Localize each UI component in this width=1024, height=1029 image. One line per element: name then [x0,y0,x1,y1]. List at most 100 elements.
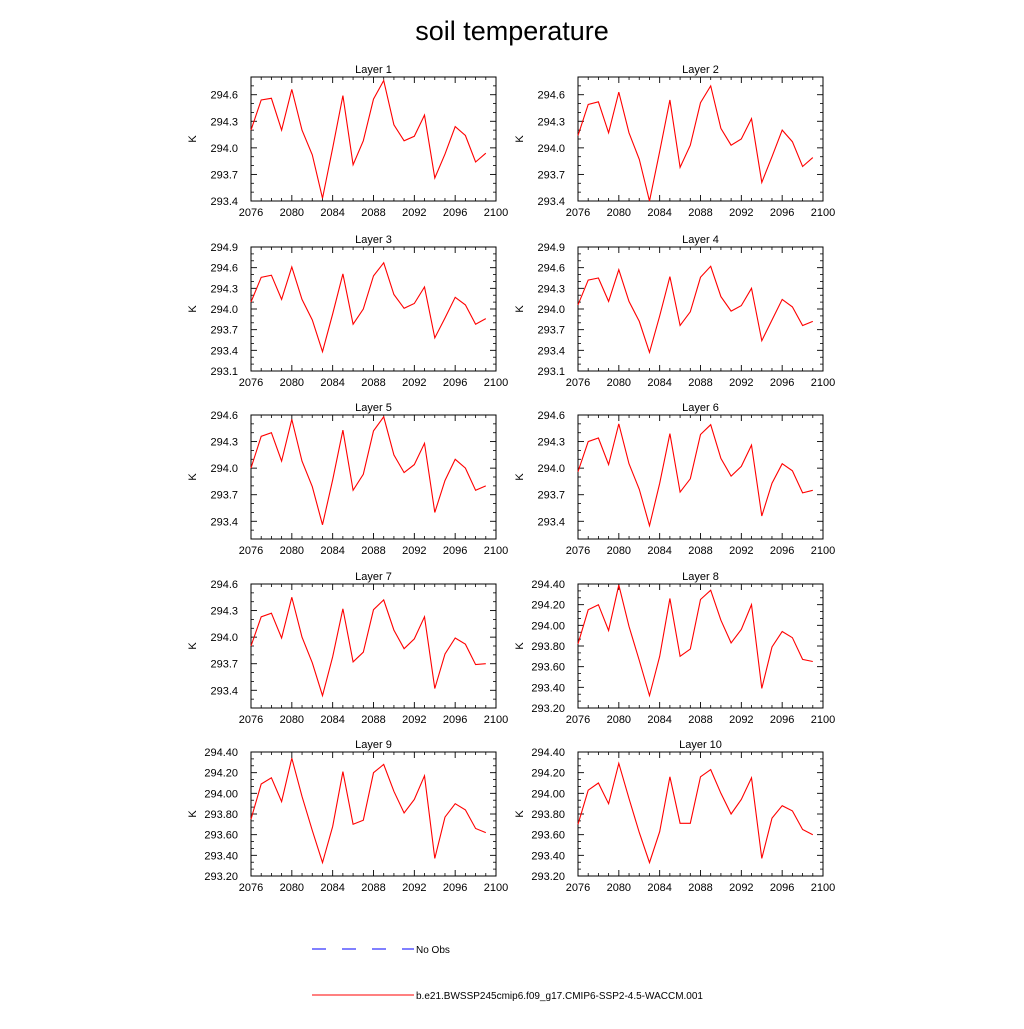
x-tick-label: 2080 [607,882,631,894]
series-line [577,84,814,202]
y-axis-label: K [187,473,199,481]
x-tick-label: 2084 [647,545,671,557]
plot-frame [250,751,497,877]
x-tick-label: 2092 [729,882,753,894]
y-tick-label: 293.4 [210,345,238,357]
y-axis-label: K [187,135,199,143]
x-tick-label: 2076 [239,545,263,557]
x-tick-label: 2080 [607,545,631,557]
y-tick-label: 293.20 [531,703,565,715]
x-tick-label: 2100 [811,882,835,894]
y-tick-label: 293.4 [210,685,238,697]
y-tick-label: 293.80 [531,809,565,821]
y-axis-label: K [187,810,199,818]
y-tick-label: 294.3 [210,116,238,128]
x-tick-label: 2076 [566,377,590,389]
y-tick-label: 293.7 [537,169,565,181]
x-tick-label: 2096 [443,545,467,557]
y-tick-label: 293.7 [537,490,565,502]
x-tick-label: 2100 [484,714,508,726]
x-tick-label: 2096 [443,207,467,219]
x-tick-label: 2092 [402,207,426,219]
x-tick-label: 2076 [566,545,590,557]
panel-title: Layer 6 [682,402,719,414]
x-tick-label: 2100 [484,545,508,557]
x-tick-label: 2080 [280,545,304,557]
y-tick-label: 294.6 [537,90,565,102]
y-tick-label: 294.40 [204,747,238,759]
y-tick-label: 293.7 [210,325,238,337]
y-tick-label: 293.20 [204,871,238,883]
panel-layer-10: Layer 10 K 2076 2080 2084 2088 2092 2096 2100 293… [514,739,835,894]
x-tick-label: 2084 [647,207,671,219]
x-tick-label: 2088 [361,882,385,894]
y-tick-label: 293.1 [210,366,238,378]
x-tick-label: 2080 [280,882,304,894]
plot-frame [577,414,824,540]
x-tick-label: 2092 [402,714,426,726]
y-tick-label: 294.6 [537,410,565,422]
x-tick-label: 2100 [484,207,508,219]
x-tick-label: 2096 [770,545,794,557]
x-tick-label: 2080 [280,207,304,219]
y-tick-label: 294.00 [204,788,238,800]
panel-title: Layer 2 [682,64,719,76]
y-tick-label: 294.3 [537,283,565,295]
panel-title: Layer 3 [355,234,392,246]
series-line [577,265,814,355]
y-tick-label: 294.9 [537,242,565,254]
plot-frame [577,246,824,372]
y-axis-label: K [187,642,199,650]
panel-layer-8: Layer 8 K 2076 2080 2084 2088 2092 2096 2100 293.… [514,571,835,726]
plot-frame [250,246,497,372]
y-tick-label: 294.3 [537,116,565,128]
legend: No Obs b.e21.BWSSP245cmip6.f09_g17.CMIP6… [312,945,703,1002]
x-tick-label: 2076 [566,714,590,726]
x-tick-label: 2100 [484,377,508,389]
x-tick-label: 2092 [729,545,753,557]
x-tick-label: 2088 [688,377,712,389]
x-tick-label: 2088 [688,882,712,894]
y-tick-label: 294.20 [531,600,565,612]
series-line [250,261,487,354]
panel-layer-5: Layer 5 K 2076 2080 2084 2088 2092 2096 2100 293.… [187,402,508,557]
y-tick-label: 294.6 [210,579,238,591]
x-tick-label: 2096 [443,377,467,389]
y-tick-label: 294.00 [531,620,565,632]
x-tick-label: 2096 [770,377,794,389]
y-tick-label: 293.4 [210,516,238,528]
series-line [577,584,813,698]
y-axis-label: K [514,473,526,481]
y-tick-label: 294.6 [210,410,238,422]
x-tick-label: 2088 [361,207,385,219]
x-tick-label: 2084 [320,377,344,389]
y-axis-label: K [514,810,526,818]
y-tick-label: 294.9 [210,242,238,254]
x-tick-label: 2092 [729,714,753,726]
y-tick-label: 294.6 [537,263,565,275]
y-tick-label: 294.0 [537,143,565,155]
x-tick-label: 2084 [320,882,344,894]
x-tick-label: 2084 [647,714,671,726]
y-tick-label: 294.3 [210,437,238,449]
panel-title: Layer 7 [355,571,392,583]
y-tick-label: 294.0 [537,463,565,475]
panel-title: Layer 5 [355,402,392,414]
x-tick-label: 2092 [402,377,426,389]
y-tick-label: 294.6 [210,90,238,102]
x-tick-label: 2096 [770,207,794,219]
panel-layer-9: Layer 9 K 2076 2080 2084 2088 2092 2096 2100 293.… [187,739,508,894]
x-tick-label: 2088 [361,714,385,726]
y-tick-label: 293.40 [531,682,565,694]
y-tick-label: 293.80 [531,641,565,653]
x-tick-label: 2080 [280,714,304,726]
x-tick-label: 2092 [729,207,753,219]
panel-layer-4: Layer 4 K 2076 2080 2084 2088 2092 2096 2100 293.… [514,234,835,389]
x-tick-label: 2088 [688,207,712,219]
x-tick-label: 2092 [729,377,753,389]
y-tick-label: 293.60 [531,830,565,842]
y-tick-label: 293.60 [204,830,238,842]
x-tick-label: 2076 [239,207,263,219]
y-tick-label: 293.40 [531,850,565,862]
